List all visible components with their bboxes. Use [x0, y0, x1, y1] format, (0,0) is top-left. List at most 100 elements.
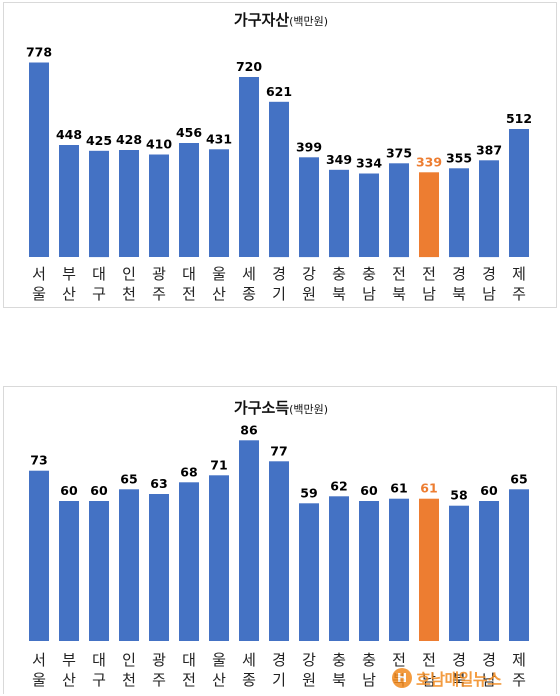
asset-bar-15: [449, 168, 469, 258]
asset-bar-9: [269, 101, 289, 258]
income-bar-2: [59, 501, 79, 641]
asset-bar-16: [479, 160, 499, 258]
income-chart: 가구소득(백만원)73서울60부산60대구65인천63광주68대전71울산86세…: [29, 399, 529, 689]
asset-bar-17: [509, 129, 529, 257]
income-category-label-8-b: 종: [242, 671, 256, 689]
income-category-label-9-b: 기: [272, 671, 286, 689]
income-category-label-12-a: 충: [362, 651, 376, 669]
asset-bar-13: [389, 163, 409, 258]
asset-category-label-2-b: 산: [62, 285, 76, 303]
asset-value-label-17: 512: [506, 111, 532, 126]
income-category-label-2-a: 부: [62, 651, 76, 669]
asset-value-label-5: 410: [146, 137, 172, 152]
asset-bar-8: [239, 77, 259, 257]
income-category-label-7-b: 산: [212, 671, 226, 689]
income-value-label-7: 71: [210, 457, 227, 472]
income-value-label-8: 86: [240, 422, 258, 437]
income-bar-3: [89, 501, 109, 641]
income-value-label-1: 73: [30, 453, 47, 468]
income-value-label-15: 58: [450, 488, 467, 503]
asset-category-label-10-a: 강: [302, 265, 316, 283]
asset-category-label-6-a: 대: [182, 265, 196, 283]
income-category-label-16-b: 남: [482, 671, 496, 689]
asset-bar-5: [149, 154, 169, 257]
asset-bar-10: [299, 157, 319, 258]
asset-category-label-7-b: 산: [212, 285, 226, 303]
income-chart-panel: 가구소득(백만원) 73 서 울 60 부 산 60 대 구 65 인 천 63 광 주 68 대 전 71 울 산 86 세…: [3, 386, 557, 694]
asset-chart-panel: 가구자산(백만원) 778 서 울 448 부 산 425 대 구 428 인 천 410 광 주 456 대 전 4…: [3, 2, 557, 308]
income-value-label-5: 63: [150, 476, 167, 491]
income-category-label-1-b: 울: [32, 671, 46, 689]
income-category-label-14-b: 남: [422, 671, 436, 689]
income-value-label-14: 61: [420, 481, 437, 496]
asset-category-label-16-a: 경: [482, 265, 496, 283]
news-watermark: H 호남매일뉴스: [392, 665, 552, 691]
asset-category-label-7-a: 울: [212, 265, 226, 283]
income-category-label-4-b: 천: [122, 671, 136, 689]
asset-bar-1: [29, 62, 49, 257]
asset-bar-6: [179, 143, 199, 257]
income-category-label-10-b: 원: [302, 671, 316, 689]
asset-category-label-5-b: 주: [152, 285, 166, 303]
asset-category-label-4-a: 인: [122, 265, 136, 283]
asset-value-label-10: 399: [296, 139, 322, 154]
asset-category-label-1-b: 울: [32, 285, 46, 303]
income-bar-17: [509, 489, 529, 641]
asset-category-label-15-a: 경: [452, 265, 466, 283]
news-logo-icon: H: [392, 668, 412, 688]
income-category-label-14-a: 전: [422, 651, 436, 669]
asset-value-label-13: 375: [386, 145, 412, 160]
asset-value-label-6: 456: [176, 125, 202, 140]
income-value-label-10: 59: [300, 485, 317, 500]
income-value-label-4: 65: [120, 471, 137, 486]
income-category-label-3-b: 구: [92, 671, 106, 689]
asset-chart: 가구자산(백만원)778서울448부산425대구428인천410광주456대전4…: [26, 11, 532, 303]
asset-value-label-1: 778: [26, 45, 52, 60]
asset-chart-title: 가구자산(백만원): [234, 11, 328, 29]
income-category-label-10-a: 강: [302, 651, 316, 669]
asset-category-label-14-b: 남: [422, 285, 436, 303]
income-value-label-6: 68: [180, 464, 197, 479]
asset-category-label-9-b: 기: [272, 285, 286, 303]
asset-value-label-8: 720: [236, 59, 262, 74]
asset-category-label-16-b: 남: [482, 285, 496, 303]
income-bar-11: [329, 496, 349, 641]
asset-value-label-9: 621: [266, 84, 292, 99]
income-chart-title: 가구소득(백만원): [234, 399, 328, 417]
income-value-label-13: 61: [390, 481, 407, 496]
income-value-label-16: 60: [480, 483, 498, 498]
income-value-label-11: 62: [330, 478, 347, 493]
asset-bar-4: [119, 150, 139, 257]
income-bar-10: [299, 503, 319, 641]
asset-category-label-4-b: 천: [122, 285, 136, 303]
income-category-label-2-b: 산: [62, 671, 76, 689]
income-category-label-15-b: 북: [452, 671, 466, 689]
asset-category-label-11-a: 충: [332, 265, 346, 283]
income-category-label-1-a: 서: [32, 651, 46, 669]
asset-category-label-2-a: 부: [62, 265, 76, 283]
asset-category-label-17-a: 제: [512, 265, 526, 283]
asset-category-label-10-b: 원: [302, 285, 316, 303]
income-bar-5: [149, 494, 169, 641]
asset-category-label-17-b: 주: [512, 285, 526, 303]
asset-bar-11: [329, 169, 349, 258]
income-value-label-9: 77: [270, 443, 287, 458]
asset-category-label-13-a: 전: [392, 265, 406, 283]
asset-value-label-7: 431: [206, 131, 232, 146]
asset-value-label-2: 448: [56, 127, 82, 142]
income-value-label-3: 60: [90, 483, 108, 498]
income-category-label-5-a: 광: [152, 651, 166, 669]
asset-value-label-4: 428: [116, 132, 142, 147]
asset-category-label-9-a: 경: [272, 265, 286, 283]
asset-bar-7: [209, 149, 229, 257]
income-bar-16: [479, 501, 499, 641]
income-category-label-11-b: 북: [332, 671, 346, 689]
asset-category-label-14-a: 전: [422, 265, 436, 283]
asset-category-label-3-a: 대: [92, 265, 106, 283]
income-bar-8: [239, 440, 259, 641]
income-bar-13: [389, 498, 409, 641]
asset-category-label-8-b: 종: [242, 285, 256, 303]
income-category-label-3-a: 대: [92, 651, 106, 669]
income-category-label-8-a: 세: [242, 651, 256, 669]
income-value-label-17: 65: [510, 471, 527, 486]
